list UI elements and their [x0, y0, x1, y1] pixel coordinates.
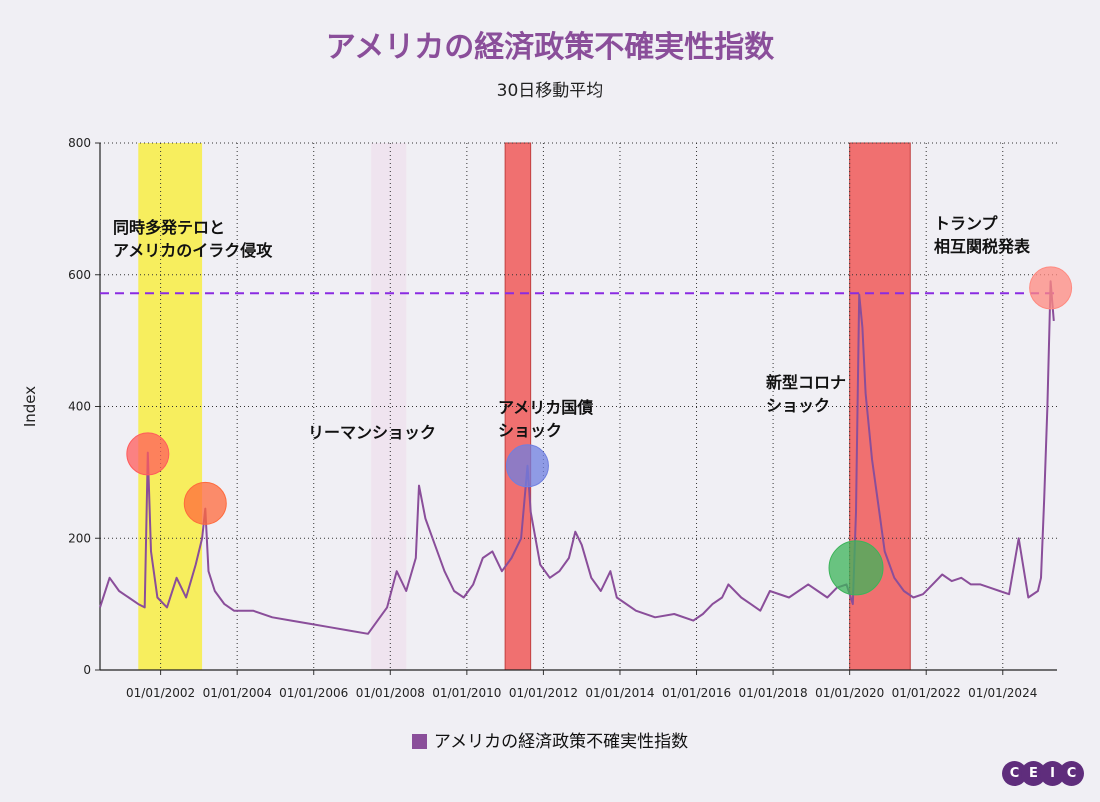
annotation-text: 相互関税発表 — [934, 237, 1031, 256]
annotation-text: ショック — [498, 421, 562, 440]
y-axis-label: Index — [21, 386, 39, 427]
x-tick-label: 01/01/2024 — [968, 686, 1037, 700]
shaded-period — [504, 142, 532, 671]
legend-label: アメリカの経済政策不確実性指数 — [433, 732, 689, 752]
x-tick-label: 01/01/2014 — [585, 686, 654, 700]
x-tick-label: 01/01/2020 — [815, 686, 884, 700]
x-tick-label: 01/01/2006 — [279, 686, 348, 700]
x-tick-label: 01/01/2012 — [509, 686, 578, 700]
x-tick-label: 01/01/2022 — [892, 686, 961, 700]
y-tick-label: 0 — [83, 663, 91, 677]
highlight-marker — [505, 444, 549, 488]
y-tick-label: 800 — [68, 136, 91, 150]
highlight-marker — [828, 540, 884, 596]
x-tick-label: 01/01/2010 — [432, 686, 501, 700]
highlight-marker — [183, 481, 227, 525]
annotation-text: リーマンショック — [308, 423, 436, 442]
annotation-text: ショック — [766, 396, 830, 415]
logo-letter: C — [1059, 761, 1084, 786]
legend[interactable]: アメリカの経済政策不確実性指数 — [0, 727, 1100, 752]
ceic-logo: C E I C — [1002, 761, 1084, 787]
highlight-marker — [126, 432, 170, 476]
y-tick-label: 600 — [68, 268, 91, 282]
highlight-marker — [1029, 266, 1073, 310]
x-tick-label: 01/01/2004 — [203, 686, 272, 700]
series-line — [99, 280, 1055, 635]
x-tick-label: 01/01/2002 — [126, 686, 195, 700]
annotation-text: 新型コロナ — [766, 373, 846, 392]
annotation-text: アメリカのイラク侵攻 — [113, 241, 273, 260]
x-tick-label: 01/01/2016 — [662, 686, 731, 700]
y-tick-label: 400 — [68, 400, 91, 414]
x-tick-label: 01/01/2018 — [739, 686, 808, 700]
annotation-text: アメリカ国債 — [498, 398, 593, 417]
legend-swatch — [411, 734, 427, 749]
annotation-text: トランプ — [934, 214, 999, 233]
y-tick-label: 200 — [68, 531, 91, 545]
x-tick-label: 01/01/2008 — [356, 686, 425, 700]
annotation-text: 同時多発テロと — [113, 218, 225, 237]
chart-subtitle: 30日移動平均 — [496, 81, 604, 101]
chart-title: アメリカの経済政策不確実性指数 — [325, 30, 775, 65]
